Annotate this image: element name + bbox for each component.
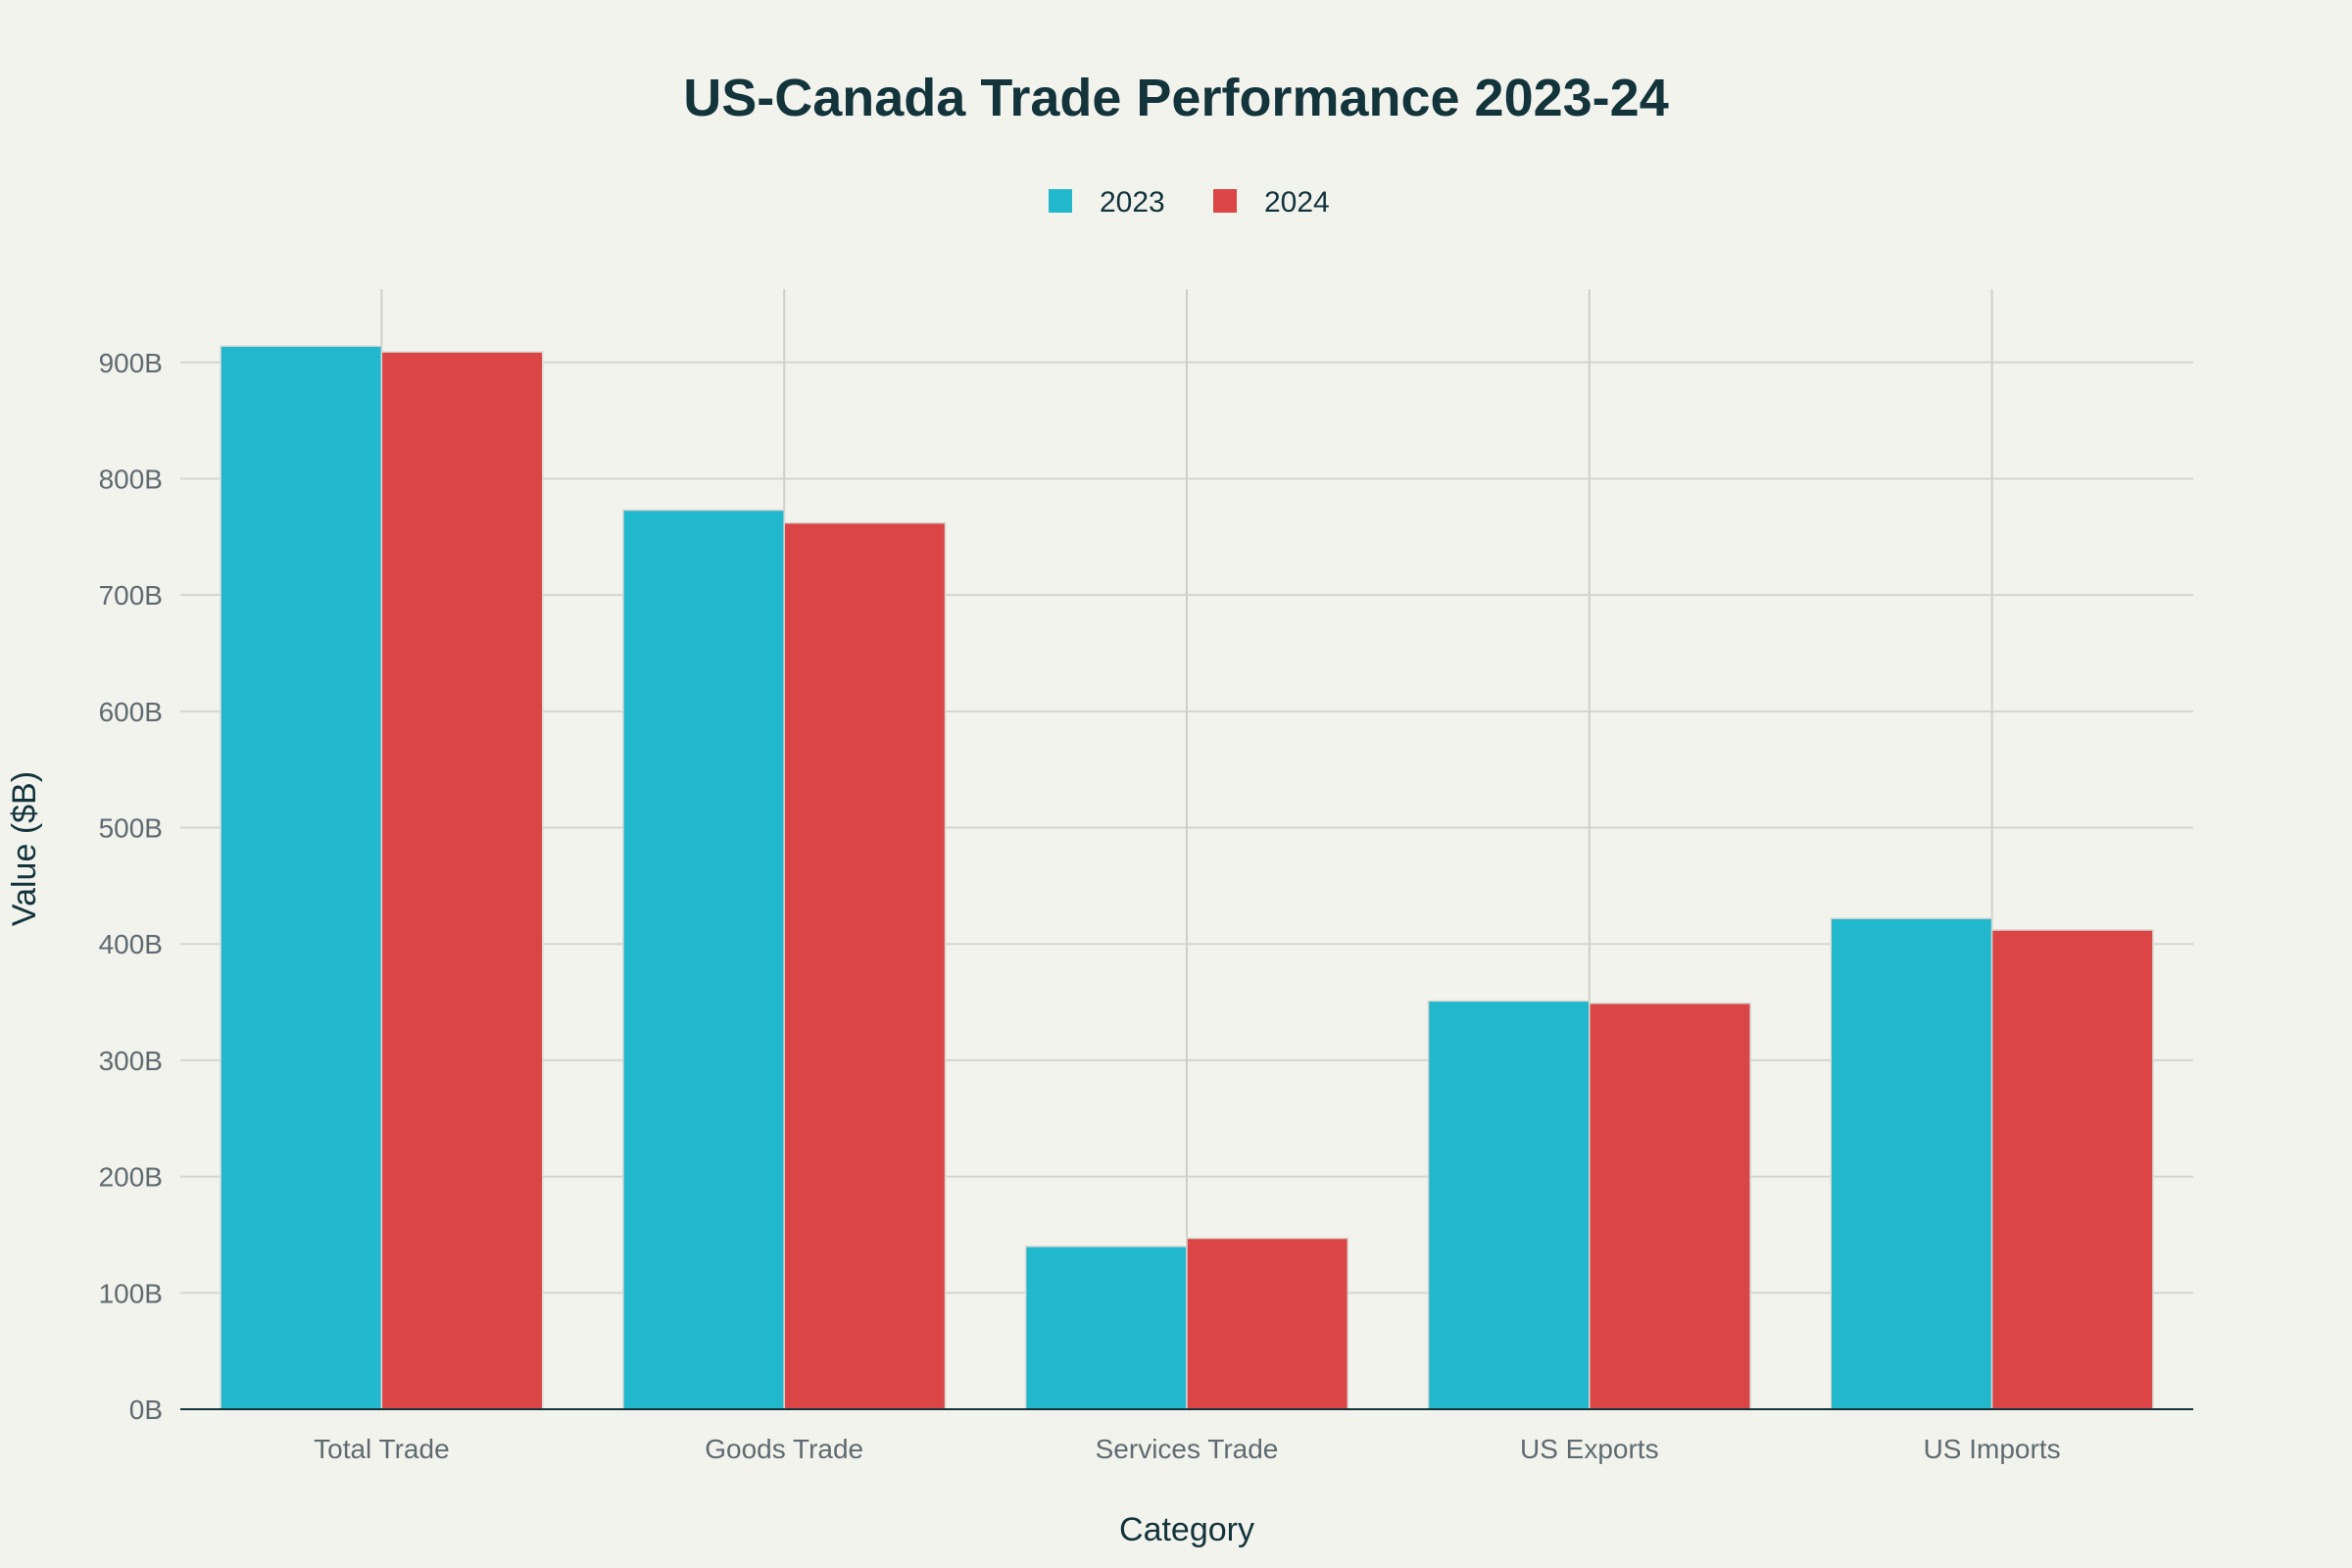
y-tick-label: 500B xyxy=(99,813,163,844)
axes: 0B 100B 200B 300B 400B 500B 600B 700B 800B 900B To… xyxy=(99,348,2193,1464)
y-tick-label: 700B xyxy=(99,580,163,611)
y-tick-label: 600B xyxy=(99,697,163,727)
y-tick-label: 900B xyxy=(99,348,163,378)
bar-2023-total-trade xyxy=(220,345,383,1410)
bars xyxy=(220,345,2154,1410)
y-tick-label: 0B xyxy=(129,1395,163,1425)
legend-label-2024: 2024 xyxy=(1264,186,1330,219)
bar-2024-goods-trade xyxy=(783,521,947,1410)
legend-swatch-2024 xyxy=(1213,189,1237,213)
y-tick-label: 800B xyxy=(99,464,163,494)
x-tick-label: US Exports xyxy=(1520,1434,1659,1464)
y-axis-label: Value ($B) xyxy=(6,771,43,926)
y-tick-label: 300B xyxy=(99,1046,163,1076)
x-tick-label: Total Trade xyxy=(314,1434,450,1464)
y-tick-label: 200B xyxy=(99,1162,163,1193)
x-tick-label: US Imports xyxy=(1924,1434,2061,1464)
bar-2023-us-imports xyxy=(1830,917,1993,1410)
legend-swatch-2023 xyxy=(1049,189,1072,213)
bar-2024-us-exports xyxy=(1589,1003,1751,1410)
y-tick-label: 400B xyxy=(99,929,163,959)
y-tick-label: 100B xyxy=(99,1278,163,1308)
bar-2024-services-trade xyxy=(1186,1237,1349,1410)
bar-2023-goods-trade xyxy=(622,509,785,1410)
chart-title: US-Canada Trade Performance 2023-24 xyxy=(683,69,1668,127)
bar-2024-us-imports xyxy=(1990,929,2154,1410)
x-tick-label: Services Trade xyxy=(1096,1434,1279,1464)
bar-2023-us-exports xyxy=(1427,1000,1591,1410)
bar-2023-services-trade xyxy=(1024,1246,1188,1410)
legend-label-2023: 2023 xyxy=(1100,186,1165,219)
legend: 2023 2024 xyxy=(1049,186,1330,219)
x-axis-label: Category xyxy=(1119,1511,1254,1548)
bar-2024-total-trade xyxy=(380,351,544,1410)
x-tick-label: Goods Trade xyxy=(705,1434,863,1464)
